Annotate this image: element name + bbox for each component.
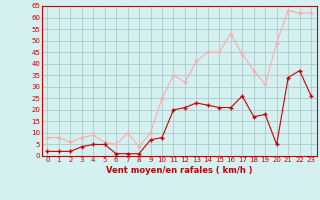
X-axis label: Vent moyen/en rafales ( km/h ): Vent moyen/en rafales ( km/h )	[106, 166, 252, 175]
